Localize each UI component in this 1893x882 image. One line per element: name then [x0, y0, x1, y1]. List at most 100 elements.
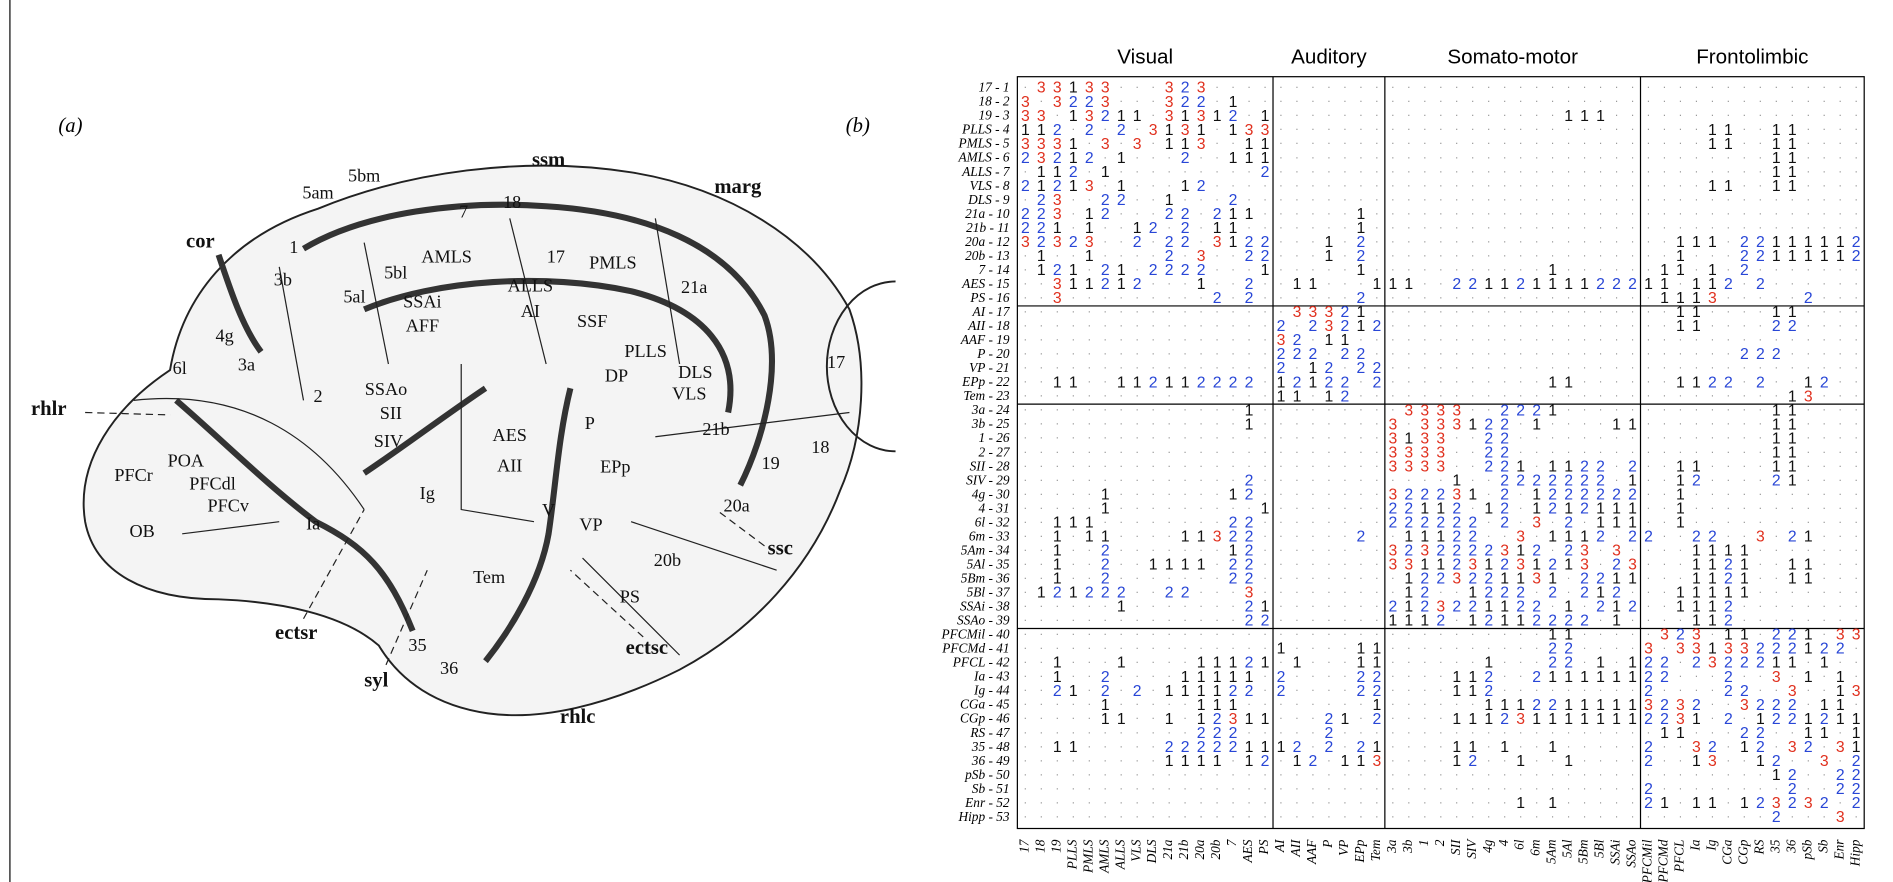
empty-cell: . — [1327, 610, 1330, 624]
empty-cell: . — [1391, 806, 1394, 820]
empty-cell: . — [1711, 722, 1714, 736]
area-label: VLS — [672, 384, 706, 404]
empty-cell: . — [1711, 105, 1714, 119]
empty-cell: . — [1088, 722, 1091, 736]
empty-cell: . — [1519, 105, 1522, 119]
empty-cell: . — [1727, 245, 1730, 259]
empty-cell: . — [1311, 512, 1314, 526]
empty-cell: . — [1072, 638, 1075, 652]
empty-cell: . — [1695, 161, 1698, 175]
empty-cell: . — [1487, 302, 1490, 316]
empty-cell: . — [1407, 666, 1410, 680]
empty-cell: . — [1647, 568, 1650, 582]
area-label: SIV — [374, 431, 403, 451]
empty-cell: . — [1359, 806, 1362, 820]
empty-cell: . — [1247, 624, 1250, 638]
empty-cell: . — [1823, 736, 1826, 750]
empty-cell: . — [1615, 259, 1618, 273]
empty-cell: . — [1503, 175, 1506, 189]
empty-cell: . — [1567, 259, 1570, 273]
empty-cell: . — [1120, 512, 1123, 526]
empty-cell: . — [1279, 147, 1282, 161]
empty-cell: . — [1295, 568, 1298, 582]
empty-cell: . — [1695, 428, 1698, 442]
empty-cell: . — [1759, 470, 1762, 484]
empty-cell: . — [1759, 91, 1762, 105]
empty-cell: . — [1343, 217, 1346, 231]
area-label: AES — [493, 425, 527, 445]
empty-cell: . — [1759, 105, 1762, 119]
empty-cell: . — [1295, 456, 1298, 470]
empty-cell: . — [1024, 358, 1027, 372]
empty-cell: . — [1056, 105, 1059, 119]
empty-cell: . — [1311, 203, 1314, 217]
empty-cell: . — [1247, 498, 1250, 512]
empty-cell: . — [1279, 484, 1282, 498]
empty-cell: . — [1407, 119, 1410, 133]
empty-cell: . — [1599, 302, 1602, 316]
empty-cell: . — [1136, 470, 1139, 484]
empty-cell: . — [1519, 203, 1522, 217]
empty-cell: . — [1088, 414, 1091, 428]
row-label: 3b - 25 — [971, 416, 1010, 431]
empty-cell: . — [1439, 344, 1442, 358]
empty-cell: . — [1151, 484, 1154, 498]
empty-cell: . — [1695, 119, 1698, 133]
empty-cell: . — [1151, 189, 1154, 203]
empty-cell: . — [1136, 147, 1139, 161]
empty-cell: . — [1855, 414, 1858, 428]
empty-cell: . — [1839, 442, 1842, 456]
empty-cell: . — [1807, 330, 1810, 344]
empty-cell: . — [1279, 442, 1282, 456]
empty-cell: . — [1215, 414, 1218, 428]
empty-cell: . — [1471, 792, 1474, 806]
empty-cell: . — [1215, 344, 1218, 358]
empty-cell: . — [1727, 77, 1730, 91]
empty-cell: . — [1391, 358, 1394, 372]
empty-cell: . — [1455, 652, 1458, 666]
empty-cell: . — [1295, 666, 1298, 680]
empty-cell: . — [1791, 540, 1794, 554]
empty-cell: . — [1439, 287, 1442, 301]
empty-cell: . — [1199, 764, 1202, 778]
empty-cell: . — [1455, 217, 1458, 231]
empty-cell: . — [1439, 91, 1442, 105]
empty-cell: . — [1359, 554, 1362, 568]
empty-cell: . — [1199, 610, 1202, 624]
empty-cell: . — [1759, 316, 1762, 330]
empty-cell: . — [1120, 245, 1123, 259]
empty-cell: . — [1647, 596, 1650, 610]
empty-cell: . — [1807, 400, 1810, 414]
empty-cell: . — [1807, 498, 1810, 512]
empty-cell: . — [1120, 736, 1123, 750]
empty-cell: . — [1056, 722, 1059, 736]
empty-cell: . — [1024, 526, 1027, 540]
empty-cell: . — [1183, 610, 1186, 624]
sulcus-label: rhlr — [31, 398, 66, 420]
empty-cell: . — [1231, 596, 1234, 610]
empty-cell: . — [1343, 596, 1346, 610]
column-label: pSb — [1799, 839, 1814, 860]
empty-cell: . — [1056, 750, 1059, 764]
empty-cell: . — [1327, 414, 1330, 428]
empty-cell: . — [1679, 526, 1682, 540]
empty-cell: . — [1088, 750, 1091, 764]
empty-cell: . — [1727, 470, 1730, 484]
empty-cell: . — [1551, 428, 1554, 442]
column-label: 7 — [1224, 838, 1239, 846]
empty-cell: . — [1183, 778, 1186, 792]
empty-cell: . — [1599, 231, 1602, 245]
empty-cell: . — [1535, 722, 1538, 736]
row-label: 20a - 12 — [965, 234, 1010, 249]
empty-cell: . — [1583, 400, 1586, 414]
empty-cell: . — [1775, 596, 1778, 610]
column-label: Ig — [1703, 839, 1718, 851]
empty-cell: . — [1295, 217, 1298, 231]
empty-cell: . — [1855, 428, 1858, 442]
empty-cell: . — [1072, 708, 1075, 722]
empty-cell: . — [1439, 189, 1442, 203]
empty-cell: . — [1567, 330, 1570, 344]
empty-cell: . — [1311, 105, 1314, 119]
empty-cell: . — [1056, 792, 1059, 806]
empty-cell: . — [1839, 470, 1842, 484]
